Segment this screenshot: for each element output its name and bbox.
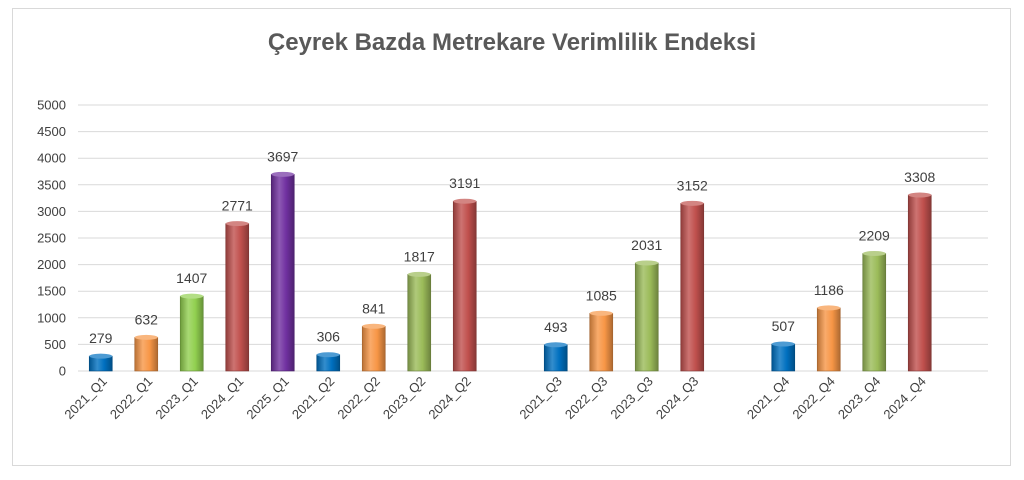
bar-2023_Q3 bbox=[634, 262, 659, 372]
bar-cap bbox=[908, 192, 932, 198]
bar-cap bbox=[362, 323, 386, 329]
x-tick-label-2025_Q1: 2025_Q1 bbox=[243, 374, 291, 422]
x-tick-label-2022_Q3: 2022_Q3 bbox=[562, 374, 610, 422]
y-tick-label: 5000 bbox=[37, 98, 66, 113]
bar-cap bbox=[134, 334, 158, 340]
x-tick-label-2021_Q1: 2021_Q1 bbox=[61, 374, 109, 422]
value-labels: 279 632 1407 2771 3697 306 841 1817 3191 493 1085 2… bbox=[89, 148, 935, 346]
x-tick-label-2022_Q2: 2022_Q2 bbox=[334, 374, 382, 422]
bars bbox=[88, 171, 932, 372]
bar-2022_Q3 bbox=[589, 312, 614, 372]
y-tick-label: 2000 bbox=[37, 257, 66, 272]
bar-cap bbox=[271, 171, 295, 177]
bar-cap bbox=[862, 250, 886, 256]
bar-2022_Q1 bbox=[134, 337, 159, 372]
y-tick-label: 3500 bbox=[37, 177, 66, 192]
y-tick-label: 0 bbox=[59, 364, 66, 379]
value-label-2021_Q4: 507 bbox=[772, 318, 796, 334]
bar-cap bbox=[544, 342, 568, 348]
bar-2021_Q4 bbox=[771, 343, 796, 372]
value-label-2021_Q2: 306 bbox=[317, 329, 341, 345]
bar-2022_Q4 bbox=[816, 307, 841, 372]
x-tick-label-2021_Q3: 2021_Q3 bbox=[516, 374, 564, 422]
x-tick-label-2022_Q1: 2022_Q1 bbox=[107, 374, 155, 422]
y-tick-label: 500 bbox=[44, 337, 66, 352]
bar-cap bbox=[89, 353, 113, 359]
y-axis-ticks: 0 500 1000 1500 2000 2500 3000 3500 4000 4500 5000 bbox=[37, 98, 66, 379]
value-label-2024_Q2: 3191 bbox=[449, 175, 480, 191]
bar-2021_Q3 bbox=[543, 344, 568, 372]
value-label-2024_Q1: 2771 bbox=[222, 198, 253, 214]
x-tick-label-2023_Q1: 2023_Q1 bbox=[152, 374, 200, 422]
value-label-2023_Q1: 1407 bbox=[176, 270, 207, 286]
value-label-2021_Q3: 493 bbox=[544, 319, 568, 335]
x-tick-label-2022_Q4: 2022_Q4 bbox=[789, 374, 837, 422]
x-tick-label-2021_Q2: 2021_Q2 bbox=[289, 374, 337, 422]
value-label-2022_Q2: 841 bbox=[362, 300, 386, 316]
value-label-2022_Q4: 1186 bbox=[814, 282, 844, 298]
bar-cap bbox=[680, 200, 704, 206]
bar-2024_Q1 bbox=[225, 223, 250, 372]
value-label-2024_Q3: 3152 bbox=[677, 177, 708, 193]
y-tick-label: 4500 bbox=[37, 124, 66, 139]
bar-cap bbox=[589, 310, 613, 316]
value-label-2022_Q3: 1085 bbox=[586, 287, 617, 303]
chart-title: Çeyrek Bazda Metrekare Verimlilik Endeks… bbox=[268, 29, 756, 56]
value-label-2023_Q3: 2031 bbox=[631, 237, 662, 253]
x-tick-label-2024_Q2: 2024_Q2 bbox=[425, 374, 473, 422]
x-tick-label-2024_Q4: 2024_Q4 bbox=[880, 374, 928, 422]
bar-2023_Q1 bbox=[179, 295, 204, 372]
bar-cap bbox=[225, 221, 249, 227]
bar-2024_Q2 bbox=[452, 200, 477, 372]
chart-frame bbox=[12, 8, 1011, 466]
value-label-2025_Q1: 3697 bbox=[267, 148, 298, 164]
x-tick-label-2023_Q4: 2023_Q4 bbox=[835, 374, 883, 422]
gridlines bbox=[78, 104, 988, 372]
value-label-2022_Q1: 632 bbox=[135, 311, 159, 327]
x-tick-label-2021_Q4: 2021_Q4 bbox=[744, 374, 792, 422]
y-tick-label: 2500 bbox=[37, 231, 66, 246]
bar-2025_Q1 bbox=[270, 174, 295, 372]
bar-2022_Q2 bbox=[361, 325, 386, 372]
x-tick-label-2023_Q3: 2023_Q3 bbox=[607, 374, 655, 422]
bar-cap bbox=[453, 198, 477, 204]
x-tick-label-2023_Q2: 2023_Q2 bbox=[380, 374, 428, 422]
bar-cap bbox=[407, 271, 431, 277]
value-label-2024_Q4: 3308 bbox=[904, 169, 935, 185]
bar-2023_Q4 bbox=[862, 253, 887, 372]
bar-cap bbox=[635, 260, 659, 266]
value-label-2023_Q4: 2209 bbox=[859, 227, 890, 243]
x-tick-label-2024_Q3: 2024_Q3 bbox=[653, 374, 701, 422]
value-label-2023_Q2: 1817 bbox=[404, 248, 435, 264]
value-label-2021_Q1: 279 bbox=[89, 330, 113, 346]
y-tick-label: 4000 bbox=[37, 151, 66, 166]
x-axis-ticks: 2021_Q12022_Q12023_Q12024_Q12025_Q12021_… bbox=[61, 374, 928, 422]
bar-cap bbox=[180, 293, 204, 299]
bar-cap bbox=[771, 341, 795, 347]
y-tick-label: 3000 bbox=[37, 204, 66, 219]
y-tick-label: 1000 bbox=[37, 310, 66, 325]
bar-2024_Q4 bbox=[907, 194, 932, 372]
bar-cap bbox=[316, 352, 340, 358]
bar-cap bbox=[817, 305, 841, 311]
x-tick-label-2024_Q1: 2024_Q1 bbox=[198, 374, 246, 422]
bar-2023_Q2 bbox=[407, 274, 432, 372]
y-tick-label: 1500 bbox=[37, 284, 66, 299]
bar-2024_Q3 bbox=[680, 203, 705, 372]
